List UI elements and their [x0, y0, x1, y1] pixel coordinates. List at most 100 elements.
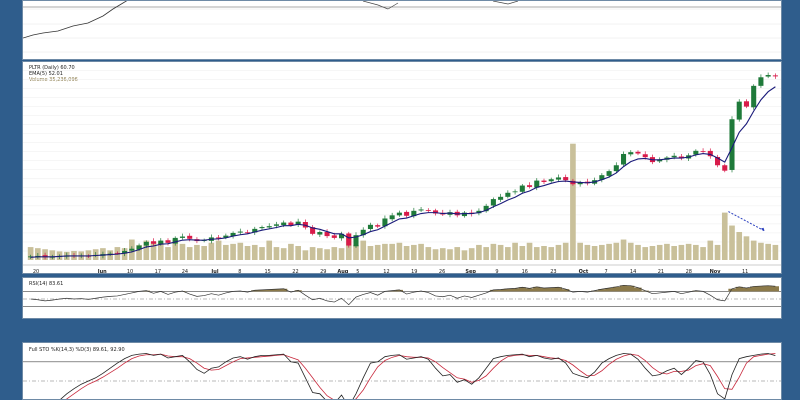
volume-bar	[411, 244, 417, 260]
volume-bar	[324, 249, 330, 260]
volume-bar	[157, 242, 164, 260]
volume-bar	[367, 246, 374, 260]
candle-body	[772, 75, 778, 77]
candle-body	[331, 235, 337, 238]
volume-bar	[273, 247, 280, 260]
top-indicator-line	[23, 1, 128, 39]
volume-bar	[230, 243, 236, 260]
candle-body	[172, 237, 178, 244]
candle-body	[389, 215, 395, 220]
candle-body	[382, 218, 388, 227]
volume-bar	[642, 247, 649, 260]
candle-body	[122, 250, 128, 254]
x-tick: Oct	[579, 269, 589, 274]
volume-bar	[555, 244, 562, 260]
candle-body	[288, 222, 294, 226]
volume-bar	[143, 240, 150, 260]
volume-bar	[599, 244, 605, 260]
rsi-legend: RSI(14) 83.61	[29, 281, 63, 287]
candle-body	[281, 222, 287, 226]
volume-bar	[584, 244, 591, 260]
top-indicator-chart	[23, 1, 781, 53]
volume-bar	[613, 242, 620, 260]
candle-body	[310, 227, 316, 234]
candle-body	[577, 182, 583, 185]
volume-bar	[671, 246, 677, 260]
top-indicator-panel: 70 50 30 10	[22, 0, 782, 60]
volume-bar	[721, 212, 728, 260]
volume-bar	[526, 242, 533, 260]
stochastic-chart: Full STO %K(14,3) %D(3) 89.61, 92.90 805…	[23, 347, 781, 399]
legend-ema: EMA(5) 52.01	[29, 71, 63, 77]
candle-body	[751, 85, 757, 108]
volume-bar	[685, 243, 692, 260]
candle-body	[425, 210, 431, 211]
volume-bar	[403, 246, 410, 260]
volume-bar	[425, 247, 432, 260]
x-tick: Aug	[337, 269, 348, 274]
candle-body	[599, 175, 605, 180]
top-indicator-line	[362, 1, 379, 6]
candle-body	[245, 232, 251, 234]
candle-body	[165, 240, 171, 243]
volume-bar	[396, 242, 403, 260]
volume-bar	[750, 240, 757, 260]
candle-body	[151, 241, 157, 244]
volume-bar	[418, 243, 424, 260]
x-tick: 9	[495, 269, 498, 274]
top-indicator-line	[377, 4, 389, 10]
top-indicator-line	[387, 2, 399, 10]
candle-body	[179, 236, 185, 238]
top-indicator-line	[507, 1, 519, 5]
candle-body	[555, 177, 561, 180]
volume-bar	[302, 250, 309, 260]
ema-line	[30, 86, 776, 258]
volume-bar	[201, 246, 207, 260]
x-tick: 5	[356, 269, 359, 274]
candle-body	[476, 210, 482, 214]
x-tick: 28	[686, 269, 692, 274]
volume-bar	[353, 244, 359, 260]
x-tick: 17	[155, 269, 161, 274]
volume-bar	[447, 249, 453, 260]
x-tick: 15	[264, 269, 270, 274]
volume-bar	[765, 243, 771, 260]
candle-body	[548, 179, 554, 182]
candle-body	[722, 165, 728, 171]
candle-body	[642, 154, 648, 158]
sto-d-line	[65, 353, 776, 399]
candle-body	[729, 119, 735, 170]
candle-body	[519, 185, 525, 192]
candle-body	[541, 180, 547, 182]
candle-body	[527, 185, 533, 187]
candle-body	[512, 191, 518, 193]
candle-body	[563, 177, 569, 181]
x-tick: 21	[658, 269, 664, 274]
x-tick: 23	[550, 269, 556, 274]
volume-bar	[729, 225, 735, 260]
volume-bar	[772, 244, 779, 260]
volume-bar	[627, 242, 634, 260]
candle-body	[114, 252, 120, 254]
volume-bar	[338, 248, 345, 260]
candle-body	[707, 150, 713, 157]
volume-bar	[331, 247, 338, 260]
volume-bar	[678, 244, 685, 260]
candle-body	[628, 152, 634, 155]
volume-trend-arrowhead	[760, 227, 765, 231]
volume-bar	[707, 240, 714, 260]
volume-bar	[649, 246, 656, 260]
x-tick: 19	[411, 269, 417, 274]
candle-body	[42, 255, 48, 258]
volume-bar	[714, 244, 721, 260]
x-tick: Nov	[710, 269, 722, 274]
volume-bar	[519, 246, 526, 260]
candle-body	[223, 235, 229, 238]
sto-k-line	[60, 353, 776, 399]
top-indicator-line	[492, 1, 509, 5]
volume-bar	[743, 236, 750, 260]
x-tick: Jul	[210, 269, 218, 274]
volume-bar	[194, 244, 200, 260]
candle-body	[461, 212, 467, 217]
